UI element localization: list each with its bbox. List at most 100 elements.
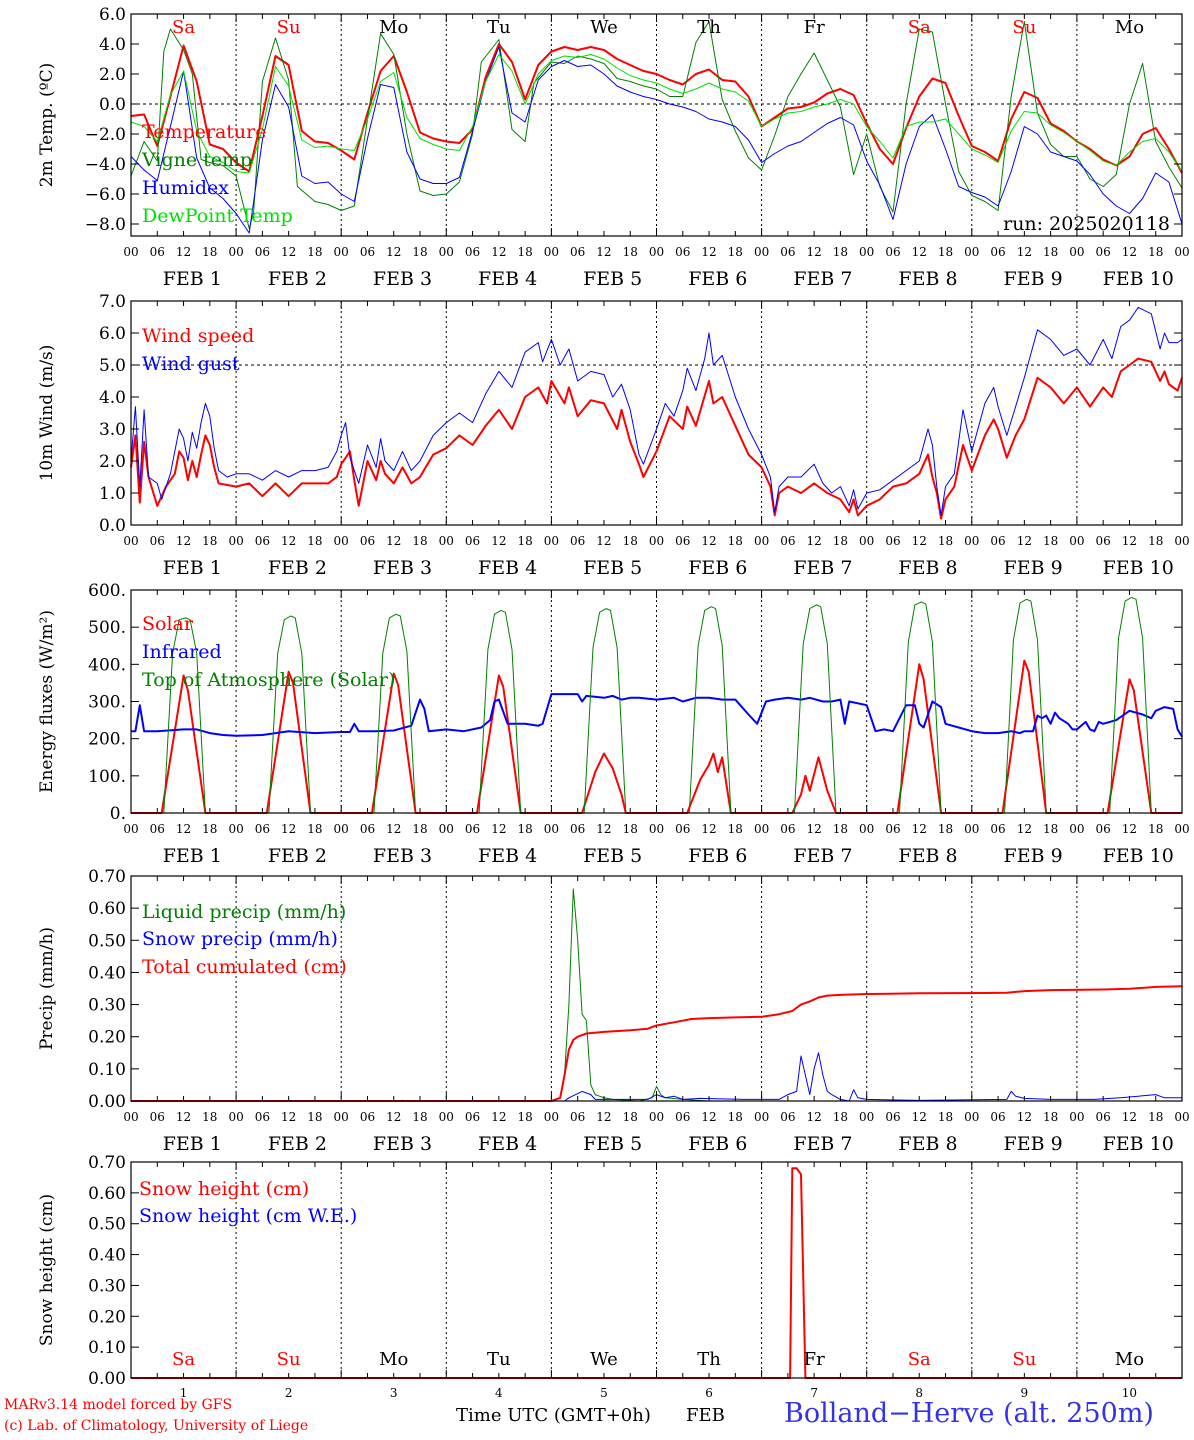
date-label: FEB 7	[793, 845, 852, 867]
date-label: FEB 7	[793, 1133, 852, 1155]
y-tick-label: 7.0	[99, 292, 126, 312]
day-number-label: 2	[285, 1386, 293, 1400]
y-tick-label: −4.0	[85, 155, 126, 175]
hour-tick-label: 18	[728, 822, 743, 836]
hour-tick-label: 06	[885, 534, 900, 548]
hour-tick-label: 12	[912, 245, 927, 259]
hour-tick-label: 12	[1122, 534, 1137, 548]
hour-tick-label: 06	[990, 534, 1005, 548]
hour-tick-label: 00	[1069, 534, 1084, 548]
y-tick-label: 4.0	[99, 35, 126, 55]
hour-tick-label: 12	[701, 822, 716, 836]
hour-tick-label: 18	[1043, 822, 1058, 836]
hour-tick-label: 12	[596, 534, 611, 548]
hour-tick-label: 06	[990, 822, 1005, 836]
hour-tick-label: 18	[517, 534, 532, 548]
hour-tick-label: 18	[412, 245, 427, 259]
hour-tick-label: 12	[807, 1110, 822, 1124]
hour-tick-label: 12	[807, 822, 822, 836]
hour-tick-label: 12	[281, 1110, 296, 1124]
day-number-label: 3	[390, 1386, 398, 1400]
date-label: FEB 5	[583, 268, 642, 290]
date-label: FEB 4	[478, 557, 537, 579]
hour-tick-label: 00	[964, 822, 979, 836]
hour-tick-label: 00	[228, 245, 243, 259]
date-label: FEB 1	[163, 1133, 222, 1155]
y-tick-label: 0.50	[88, 931, 126, 951]
date-label: FEB 5	[583, 845, 642, 867]
day-of-week-label: We	[590, 1349, 618, 1370]
series-dewpoint-temp	[130, 54, 1183, 174]
hour-tick-label: 06	[570, 822, 585, 836]
legend-entry: Snow height (cm)	[139, 1178, 309, 1200]
y-tick-label: 0.0	[99, 95, 126, 115]
legend-entry: Wind gust	[142, 353, 240, 375]
date-label: FEB 5	[583, 557, 642, 579]
y-tick-label: 6.0	[99, 324, 126, 344]
y-tick-label: 3.0	[99, 420, 126, 440]
hour-tick-label: 06	[150, 245, 165, 259]
hour-tick-label: 00	[1174, 822, 1189, 836]
date-label: FEB 8	[898, 845, 957, 867]
day-number-label: 4	[495, 1386, 503, 1400]
hour-tick-label: 18	[938, 822, 953, 836]
hour-tick-label: 00	[754, 822, 769, 836]
series-wind-gust	[130, 306, 1183, 516]
hour-tick-label: 18	[938, 534, 953, 548]
y-tick-label: 0.30	[88, 996, 126, 1016]
date-label: FEB 7	[793, 557, 852, 579]
hour-tick-label: 00	[859, 1110, 874, 1124]
date-label: FEB 3	[373, 845, 432, 867]
date-label: FEB 2	[268, 1133, 327, 1155]
day-of-week-label: Fr	[804, 17, 825, 38]
day-number-label: 5	[600, 1386, 608, 1400]
legend-entry: Vigne temp	[141, 149, 252, 171]
hour-tick-label: 12	[386, 822, 401, 836]
hour-tick-label: 00	[334, 1110, 349, 1124]
y-tick-label: 600.	[88, 581, 126, 601]
hour-tick-label: 06	[1096, 534, 1111, 548]
hour-tick-label: 18	[833, 534, 848, 548]
y-tick-label: 300.	[88, 693, 126, 713]
hour-tick-label: 12	[176, 245, 191, 259]
legend-entry: Snow height (cm W.E.)	[139, 1205, 357, 1227]
y-tick-label: 0.10	[88, 1338, 126, 1358]
hour-tick-label: 00	[754, 534, 769, 548]
day-number-label: 9	[1021, 1386, 1029, 1400]
hour-tick-label: 12	[1017, 245, 1032, 259]
series-snow-precip-mm-h	[131, 1052, 1182, 1102]
day-of-week-label: Th	[697, 1349, 721, 1370]
hour-tick-label: 00	[649, 1110, 664, 1124]
hour-tick-label: 00	[754, 1110, 769, 1124]
hour-tick-label: 06	[150, 534, 165, 548]
hour-tick-label: 12	[1017, 822, 1032, 836]
date-label: FEB 6	[688, 268, 747, 290]
date-label: FEB 6	[688, 1133, 747, 1155]
y-tick-label: 0.60	[88, 1184, 126, 1204]
series-humidex	[130, 46, 1183, 234]
date-label: FEB 10	[1103, 557, 1174, 579]
y-tick-label: 0.20	[88, 1307, 126, 1327]
hour-tick-label: 06	[1096, 1110, 1111, 1124]
run-annotation: run: 2025020118	[1003, 213, 1170, 235]
hour-tick-label: 00	[1174, 1110, 1189, 1124]
day-of-week-label: Sa	[172, 17, 195, 38]
hour-tick-label: 06	[255, 1110, 270, 1124]
hour-tick-label: 12	[701, 534, 716, 548]
y-tick-label: 4.0	[99, 388, 126, 408]
x-axis-label: Time UTC (GMT+0h)	[456, 1405, 651, 1426]
hour-tick-label: 00	[1069, 822, 1084, 836]
legend-entry: Snow precip (mm/h)	[142, 928, 338, 950]
y-tick-label: −2.0	[85, 125, 126, 145]
hour-tick-label: 06	[570, 245, 585, 259]
hour-tick-label: 18	[202, 1110, 217, 1124]
hour-tick-label: 12	[176, 534, 191, 548]
hour-tick-label: 12	[176, 1110, 191, 1124]
date-label: FEB 9	[1004, 1133, 1063, 1155]
hour-tick-label: 18	[307, 822, 322, 836]
hour-tick-label: 12	[596, 1110, 611, 1124]
hour-tick-label: 18	[623, 245, 638, 259]
hour-tick-label: 00	[439, 245, 454, 259]
y-tick-label: 6.0	[99, 5, 126, 25]
hour-tick-label: 12	[701, 245, 716, 259]
